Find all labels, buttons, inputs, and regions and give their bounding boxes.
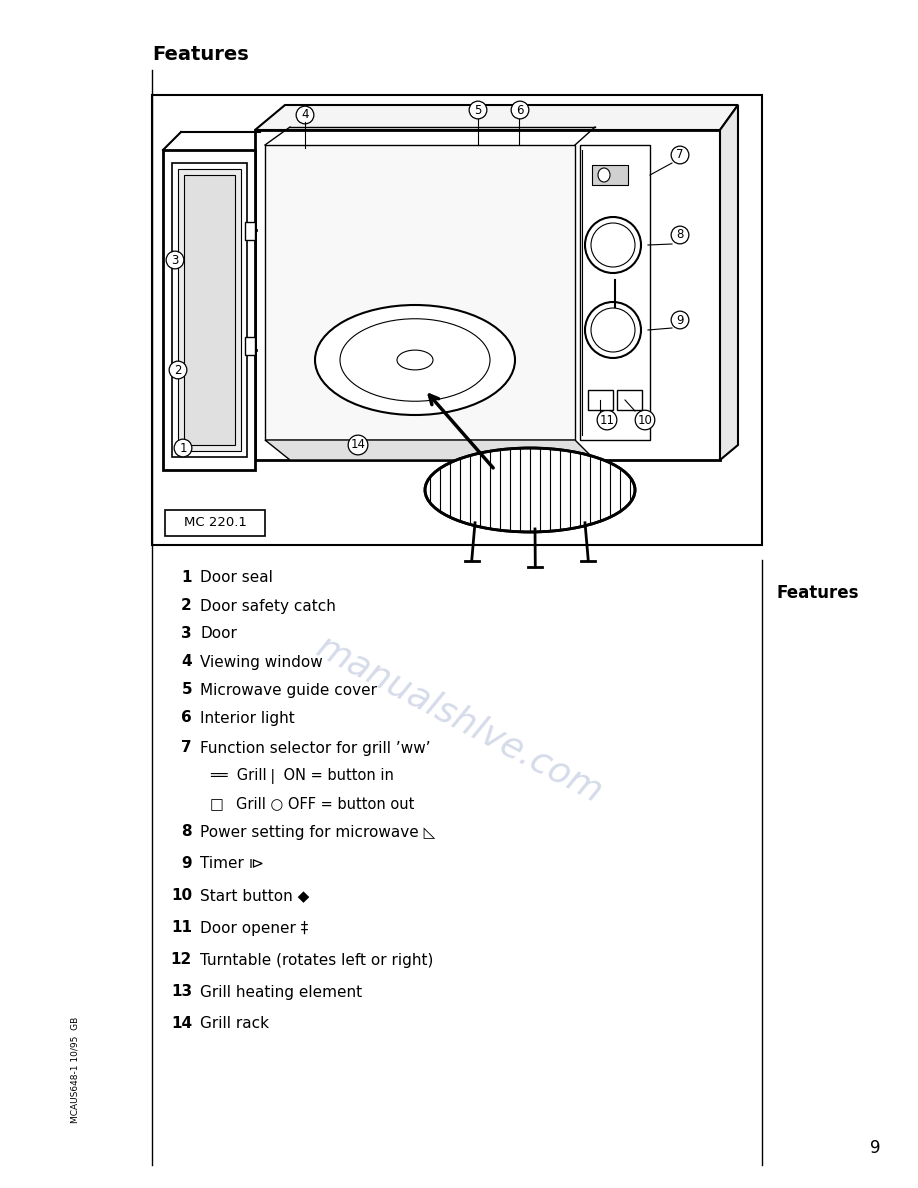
Bar (163, 150, 255, 470)
Text: 8: 8 (677, 228, 684, 241)
Text: Door opener ‡: Door opener ‡ (200, 921, 308, 935)
Text: 7: 7 (182, 740, 192, 756)
Text: Grill rack: Grill rack (200, 1017, 269, 1031)
Bar (245, 222, 255, 240)
Text: Microwave guide cover: Microwave guide cover (200, 682, 377, 697)
Text: 1: 1 (179, 442, 186, 455)
Polygon shape (265, 440, 595, 460)
Text: 2: 2 (181, 599, 192, 613)
Text: 12: 12 (171, 953, 192, 967)
Text: 1: 1 (182, 570, 192, 586)
Text: 13: 13 (371, 372, 386, 385)
Text: 9: 9 (869, 1139, 880, 1157)
Polygon shape (255, 105, 738, 129)
Text: Timer ⧐: Timer ⧐ (200, 857, 264, 872)
Bar (165, 510, 265, 536)
Text: Door seal: Door seal (200, 570, 273, 586)
Text: 12: 12 (489, 372, 505, 385)
Circle shape (585, 217, 641, 273)
Text: MCAUS648-1 10/95  GB: MCAUS648-1 10/95 GB (71, 1017, 80, 1123)
Text: 14: 14 (171, 1017, 192, 1031)
Polygon shape (720, 105, 738, 460)
Bar (245, 337, 255, 355)
Circle shape (585, 302, 641, 358)
Text: 2: 2 (174, 364, 182, 377)
Text: 11: 11 (171, 921, 192, 935)
Text: Viewing window: Viewing window (200, 655, 323, 670)
Text: Power setting for microwave ◺: Power setting for microwave ◺ (200, 824, 435, 840)
Text: Interior light: Interior light (200, 710, 295, 726)
Text: 4: 4 (182, 655, 192, 670)
Text: 3: 3 (182, 626, 192, 642)
Text: 11: 11 (599, 413, 614, 426)
Text: 9: 9 (182, 857, 192, 872)
Circle shape (591, 308, 635, 352)
Ellipse shape (315, 305, 515, 415)
Bar (184, 175, 235, 446)
Text: 4: 4 (301, 108, 308, 121)
Ellipse shape (397, 350, 433, 369)
Text: Door safety catch: Door safety catch (200, 599, 336, 613)
Circle shape (591, 223, 635, 267)
Bar (172, 163, 247, 457)
Text: Function selector for grill ʼwwʼ: Function selector for grill ʼwwʼ (200, 740, 431, 756)
Text: Turntable (rotates left or right): Turntable (rotates left or right) (200, 953, 433, 967)
Text: □   Grill ○ OFF = button out: □ Grill ○ OFF = button out (210, 796, 414, 811)
Text: manualshlve.com: manualshlve.com (311, 630, 609, 810)
Ellipse shape (598, 168, 610, 182)
Bar (255, 129, 720, 460)
Bar (265, 145, 575, 440)
Text: 6: 6 (181, 710, 192, 726)
Ellipse shape (425, 448, 635, 532)
Text: 6: 6 (516, 103, 524, 116)
Text: Grill heating element: Grill heating element (200, 985, 362, 999)
Bar (152, 95, 762, 545)
Text: 8: 8 (182, 824, 192, 840)
Text: ══  Grill❘ ON = button in: ══ Grill❘ ON = button in (210, 767, 394, 784)
Bar (580, 145, 650, 440)
Text: 5: 5 (475, 103, 482, 116)
Text: 14: 14 (351, 438, 365, 451)
Bar (588, 390, 613, 410)
Bar (592, 165, 628, 185)
Text: 13: 13 (171, 985, 192, 999)
Text: Start button ◆: Start button ◆ (200, 889, 309, 904)
Text: MC 220.1: MC 220.1 (184, 517, 246, 530)
Text: 9: 9 (677, 314, 684, 327)
Text: Features: Features (777, 584, 859, 602)
Bar (178, 169, 241, 451)
Text: Features: Features (152, 45, 249, 64)
Bar (617, 390, 642, 410)
Ellipse shape (340, 318, 490, 402)
Text: 5: 5 (182, 682, 192, 697)
Text: 10: 10 (171, 889, 192, 904)
Text: 3: 3 (172, 253, 179, 266)
Text: 7: 7 (677, 148, 684, 162)
Text: Door: Door (200, 626, 237, 642)
Text: 10: 10 (638, 413, 653, 426)
